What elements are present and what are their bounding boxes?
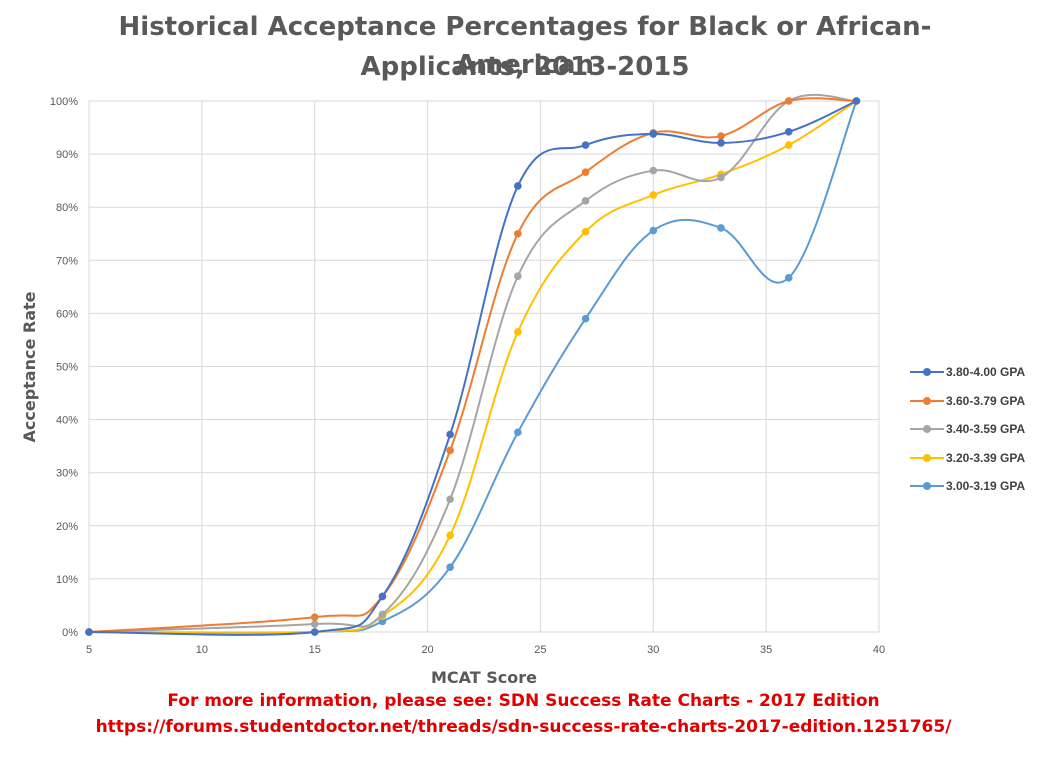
data-point [514,229,522,238]
data-point [514,272,522,281]
x-axis-ticks: 5 10 15 20 25 30 35 40 [86,644,885,656]
source-note: For more information, please see: SDN Su… [167,691,880,711]
data-point [310,620,319,628]
y-tick-label: 20% [56,521,78,533]
y-tick-label: 90% [56,149,78,161]
series-3-80-4-00- [85,97,861,636]
y-tick-label: 50% [56,362,78,374]
legend-swatch [910,452,944,464]
x-tick-label: 35 [760,644,772,656]
series-line [88,93,857,633]
data-point [378,610,387,619]
data-point [784,127,793,136]
data-point [446,430,454,439]
legend-item: 3.20-3.39 GPA [910,444,1025,473]
x-tick-label: 20 [421,644,433,656]
series-line [88,97,857,633]
legend-item: 3.00-3.19 GPA [910,472,1025,501]
chart-title-line2: Applicants, 2013-2015 [360,52,690,82]
data-point [581,314,590,323]
data-point [514,182,522,190]
legend-label: 3.40-3.59 GPA [946,422,1026,437]
y-axis-label: Acceptance Rate [20,291,39,442]
data-point [310,628,319,636]
legend-label: 3.20-3.39 GPA [946,450,1026,465]
data-point [717,224,725,232]
legend-swatch [910,366,944,378]
data-point [446,495,454,504]
y-tick-label: 80% [56,202,78,214]
data-point [378,592,387,601]
chart-title: Historical Acceptance Percentages for Bl… [118,12,932,80]
line-chart: 0% 10% 20% 30% 40% 50% 60% 70% 80% 90% 100% 5 10 15 2… [20,93,885,687]
data-point [446,446,454,455]
data-point [649,226,658,235]
legend-item: 3.80-4.00 GPA [910,358,1025,387]
y-tick-label: 100% [50,96,78,108]
data-point [310,613,319,621]
legend-swatch [910,423,944,435]
y-tick-label: 30% [56,468,78,480]
data-point [514,328,522,336]
legend-item: 3.40-3.59 GPA [910,415,1025,444]
data-point [852,97,861,105]
series-line [88,100,857,636]
y-tick-label: 40% [56,415,78,427]
x-tick-label: 5 [86,644,92,656]
data-point [784,141,793,149]
legend-label: 3.80-4.00 GPA [946,365,1026,380]
x-axis-label: MCAT Score [431,668,537,687]
data-point [446,531,454,540]
data-point [784,274,793,282]
data-point [581,141,590,149]
data-point [649,130,658,138]
legend-swatch [910,395,944,407]
x-tick-label: 40 [873,644,885,656]
y-axis-ticks: 0% 10% 20% 30% 40% 50% 60% 70% 80% 90% 100% [50,96,78,639]
y-tick-label: 70% [56,255,78,267]
data-point [581,197,590,205]
x-tick-label: 10 [196,644,208,656]
series-line [88,100,857,635]
data-point [717,139,725,147]
gridlines [88,100,880,633]
y-tick-label: 10% [56,574,78,586]
y-tick-label: 0% [62,627,78,639]
y-tick-label: 60% [56,308,78,320]
data-point [446,563,454,572]
data-point [514,428,522,437]
data-point [717,132,725,140]
x-tick-label: 25 [534,644,546,656]
data-point [581,227,590,236]
source-url: https://forums.studentdoctor.net/threads… [95,717,952,737]
legend-label: 3.60-3.79 GPA [946,393,1026,408]
x-tick-label: 15 [309,644,321,656]
x-tick-label: 30 [647,644,659,656]
data-point [581,168,590,176]
data-point [649,166,658,175]
legend-swatch [910,480,944,492]
data-point [85,628,93,636]
series-group [85,93,861,636]
data-point [717,173,725,182]
data-point [784,97,793,105]
legend-item: 3.60-3.79 GPA [910,387,1025,416]
data-point [378,617,387,626]
legend: 3.80-4.00 GPA 3.60-3.79 GPA 3.40-3.59 GPA 3… [910,358,1025,501]
data-point [649,191,658,199]
legend-label: 3.00-3.19 GPA [946,479,1026,494]
